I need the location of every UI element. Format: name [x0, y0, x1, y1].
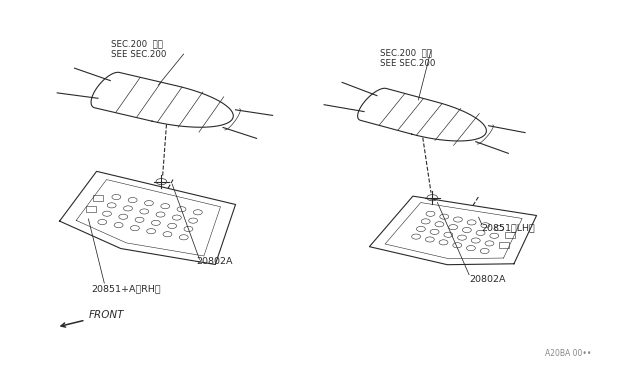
Text: 20802A: 20802A	[196, 257, 233, 266]
Text: SEC.200  参照
SEE SEC.200: SEC.200 参照 SEE SEC.200	[111, 39, 166, 59]
Text: 20802A: 20802A	[469, 275, 506, 284]
Bar	[506, 232, 515, 238]
Text: FRONT: FRONT	[61, 310, 124, 327]
Bar	[93, 195, 103, 201]
Bar	[499, 242, 509, 248]
Text: 20851（LH）: 20851（LH）	[482, 224, 536, 232]
Bar	[86, 206, 97, 212]
Text: SEC.200  参照
SEE SEC.200: SEC.200 参照 SEE SEC.200	[380, 49, 436, 68]
Text: 20851+A（RH）: 20851+A（RH）	[92, 284, 161, 293]
Text: A20BA 00••: A20BA 00••	[545, 349, 591, 358]
